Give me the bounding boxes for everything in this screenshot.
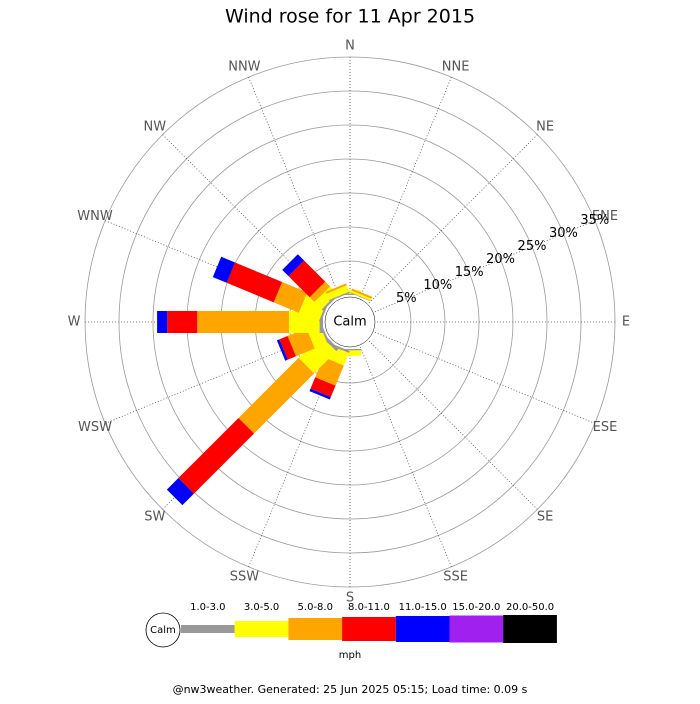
ring-label: 30% — [549, 226, 578, 241]
legend-calm — [145, 612, 181, 648]
spoke — [248, 77, 341, 298]
direction-label: SSW — [230, 569, 260, 584]
bar-segment — [309, 388, 331, 400]
direction-label: NNW — [228, 60, 260, 75]
legend-swatch — [395, 616, 450, 642]
bar-segment — [273, 281, 308, 313]
legend-swatch — [342, 617, 396, 641]
bar-segment — [325, 283, 347, 294]
legend-swatch — [503, 615, 557, 643]
calm-circle — [324, 296, 376, 348]
legend-label: 11.0-15.0 — [399, 602, 447, 613]
ring-label: 15% — [455, 265, 484, 280]
bar-segment — [351, 288, 373, 299]
spoke — [374, 331, 595, 424]
direction-label: E — [622, 315, 630, 330]
direction-label: ENE — [592, 209, 618, 224]
legend-swatch — [181, 625, 235, 633]
spoke — [359, 77, 452, 298]
direction-label: NW — [144, 119, 167, 134]
direction-label: S — [346, 591, 354, 606]
bar-segment — [328, 291, 350, 302]
calm-label: Calm — [333, 315, 366, 330]
direction-label: W — [68, 315, 81, 330]
spoke — [368, 340, 538, 510]
bar-segment — [276, 339, 288, 361]
bar-segment — [238, 357, 315, 434]
footer: @nw3weather. Generated: 25 Jun 2025 05:1… — [173, 683, 528, 696]
legend-swatch — [234, 621, 289, 637]
direction-label: SE — [537, 510, 553, 525]
legend-label: 5.0-8.0 — [298, 602, 333, 613]
ring-label: 10% — [423, 278, 452, 293]
legend-calm-label: Calm — [150, 625, 176, 636]
legend-unit: mph — [339, 650, 361, 661]
legend-swatch — [288, 618, 343, 640]
spoke — [368, 134, 538, 304]
bar-segment — [298, 335, 337, 374]
direction-label: WSW — [78, 420, 112, 435]
bar-segment — [282, 254, 305, 277]
grid-circle — [152, 124, 548, 520]
legend-label: 20.0-50.0 — [506, 602, 554, 613]
ring-label: 25% — [518, 239, 547, 254]
spoke — [359, 346, 452, 567]
bar-segment — [287, 328, 315, 357]
bar-segment — [326, 285, 350, 301]
ring-label: 5% — [396, 291, 417, 306]
bar-segment — [350, 290, 372, 301]
ring-label: 35% — [580, 213, 609, 228]
bar-segment — [310, 377, 336, 398]
ring-label: 20% — [486, 252, 515, 267]
bar-segment — [157, 311, 168, 333]
bar-segment — [178, 417, 255, 494]
legend-swatch — [449, 615, 504, 643]
bar-segment — [226, 262, 283, 303]
direction-label: NNE — [442, 60, 470, 75]
bar-segment — [288, 260, 326, 298]
bar-segment — [197, 311, 289, 333]
bar-segment — [166, 478, 194, 506]
bar-segment — [309, 281, 331, 303]
chart-title: Wind rose for 11 Apr 2015 — [225, 6, 475, 28]
direction-label: WNW — [77, 209, 113, 224]
direction-label: N — [345, 39, 355, 54]
legend-label: 1.0-3.0 — [190, 602, 225, 613]
bar-segment — [350, 292, 371, 302]
legend-label: 3.0-5.0 — [244, 602, 279, 613]
legend-label: 15.0-20.0 — [452, 602, 500, 613]
bar-segment — [167, 311, 198, 333]
bar-segment — [279, 335, 296, 360]
direction-label: ESE — [593, 420, 618, 435]
spoke — [374, 220, 595, 313]
direction-label: SW — [144, 510, 165, 525]
direction-label: NE — [536, 119, 554, 134]
direction-label: SSE — [443, 569, 468, 584]
bar-segment — [212, 256, 236, 283]
legend-label: 8.0-11.0 — [348, 602, 390, 613]
